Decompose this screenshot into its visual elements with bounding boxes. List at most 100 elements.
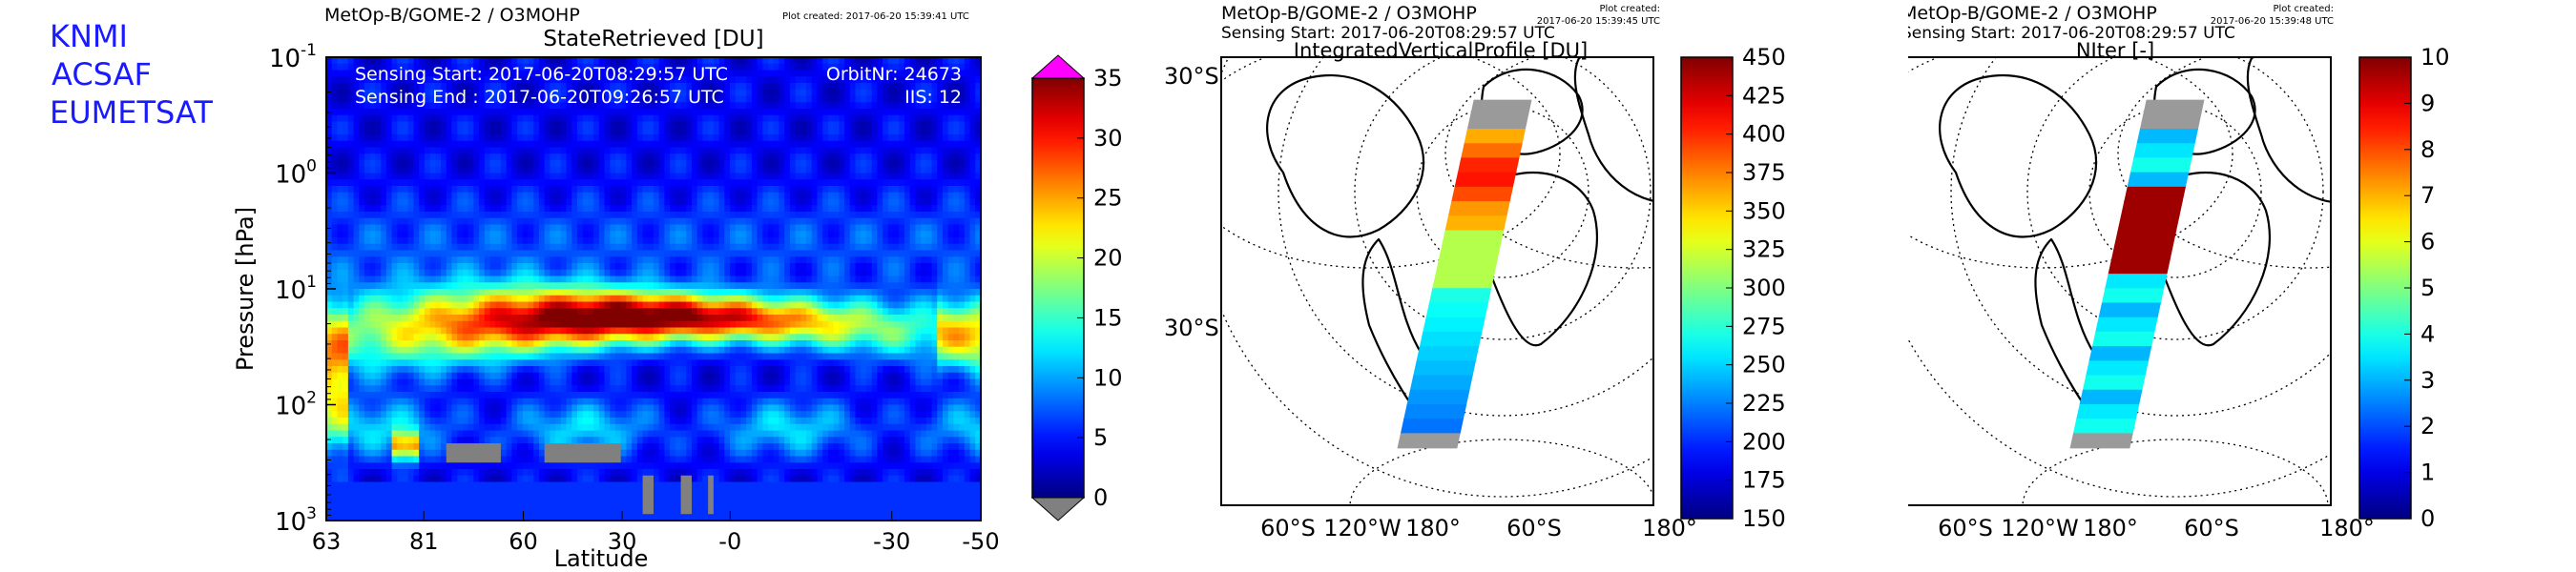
heatmap-cell — [473, 192, 480, 200]
heatmap-cell — [407, 179, 415, 187]
heatmap-cell — [451, 423, 458, 432]
heatmap-cell — [664, 495, 671, 502]
heatmap-cell — [692, 57, 698, 65]
heatmap-cell — [614, 89, 622, 97]
heatmap-cell — [550, 276, 556, 283]
heatmap-cell — [511, 495, 518, 502]
heatmap-cell — [664, 217, 671, 226]
heatmap-cell — [588, 359, 594, 367]
heatmap-cell — [648, 372, 654, 380]
heatmap-cell — [533, 449, 540, 458]
heatmap-cell — [522, 282, 530, 290]
heatmap-cell — [435, 308, 442, 316]
heatmap-cell — [381, 315, 387, 322]
heatmap-cell — [680, 334, 687, 341]
heatmap-cell — [419, 192, 426, 200]
heatmap-cell — [648, 385, 654, 393]
heatmap-cell — [397, 353, 404, 360]
heatmap-cell — [648, 404, 654, 412]
heatmap-cell — [598, 308, 606, 316]
heatmap-cell — [511, 378, 518, 386]
heatmap-cell — [451, 198, 458, 206]
heatmap-cell — [500, 398, 508, 406]
heatmap-cell — [522, 212, 530, 219]
heatmap-cell — [632, 378, 638, 386]
heatmap-cell — [484, 256, 491, 264]
heatmap-cell — [441, 320, 447, 329]
heatmap-cell — [419, 243, 426, 252]
heatmap-cell — [686, 109, 693, 116]
heatmap-cell — [642, 231, 649, 238]
heatmap-cell — [636, 366, 644, 374]
heatmap-cell — [664, 340, 671, 348]
heatmap-cell — [610, 153, 616, 161]
heatmap-cell — [375, 495, 382, 502]
heatmap-cell — [331, 224, 339, 232]
heatmap-cell — [397, 276, 404, 283]
heatmap-cell — [347, 57, 355, 65]
heatmap-cell — [670, 63, 676, 72]
heatmap-cell — [331, 315, 339, 322]
heatmap-cell — [369, 205, 377, 213]
heatmap-header: MetOp-B/GOME-2 / O3MOHP — [324, 5, 580, 26]
heatmap-cell — [375, 76, 382, 84]
heatmap-cell — [664, 359, 671, 367]
heatmap-cell — [664, 243, 671, 252]
heatmap-cell — [593, 269, 600, 277]
heatmap-cell — [353, 449, 360, 458]
heatmap-cell — [654, 121, 660, 129]
heatmap-cell — [538, 243, 546, 252]
heatmap-cell — [506, 418, 512, 425]
heatmap-cell — [441, 430, 447, 438]
heatmap-cell — [403, 114, 409, 123]
heatmap-cell — [550, 301, 556, 309]
heatmap-cell — [632, 276, 638, 283]
heatmap-cell — [435, 153, 442, 161]
heatmap-cell — [555, 83, 562, 91]
heatmap-cell — [544, 308, 551, 316]
heatmap-cell — [692, 430, 698, 438]
heatmap-cell — [560, 243, 568, 252]
heatmap-cell — [610, 398, 616, 406]
heatmap-cell — [593, 456, 600, 463]
heatmap-cell — [636, 114, 644, 123]
heatmap-cell — [495, 500, 502, 509]
heatmap-cell — [495, 89, 502, 97]
heatmap-cell — [560, 295, 568, 303]
heatmap-cell — [620, 372, 628, 380]
heatmap-cell — [658, 320, 666, 329]
heatmap-cell — [686, 449, 693, 458]
heatmap-cell — [331, 495, 339, 502]
heatmap-cell — [407, 372, 415, 380]
heatmap-cell — [451, 488, 458, 496]
heatmap-cell — [429, 462, 436, 470]
heatmap-cell — [576, 179, 584, 187]
heatmap-cell — [343, 495, 349, 502]
heatmap-cell — [397, 217, 404, 226]
heatmap-cell — [462, 198, 469, 206]
heatmap-cell — [467, 173, 474, 180]
heatmap-cell — [696, 340, 704, 348]
heatmap-cell — [538, 475, 546, 483]
heatmap-cell — [435, 224, 442, 232]
heatmap-cell — [642, 57, 649, 65]
heatmap-cell — [381, 481, 387, 489]
heatmap-cell — [582, 212, 589, 219]
heatmap-cell — [403, 392, 409, 399]
heatmap-cell — [479, 481, 486, 489]
heatmap-cell — [381, 276, 387, 283]
heatmap-cell — [670, 160, 676, 168]
heatmap-cell — [670, 89, 676, 97]
heatmap-cell — [576, 449, 584, 458]
heatmap-cell — [419, 276, 426, 283]
heatmap-cell — [610, 263, 616, 271]
heatmap-cell — [544, 449, 551, 458]
heatmap-cell — [654, 404, 660, 412]
heatmap-cell — [680, 102, 687, 110]
heatmap-cell — [680, 192, 687, 200]
heatmap-cell — [489, 366, 496, 374]
heatmap-cell — [407, 500, 415, 509]
heatmap-cell — [642, 488, 649, 496]
heatmap-cell — [391, 173, 398, 180]
heatmap-cell — [495, 114, 502, 123]
